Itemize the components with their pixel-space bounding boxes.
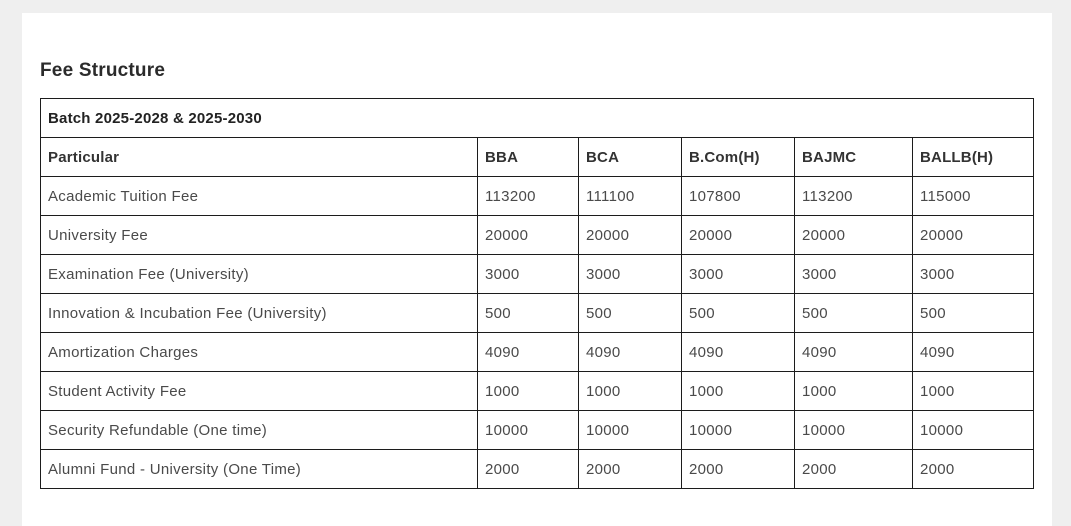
particular-cell: Innovation & Incubation Fee (University) [40,293,478,333]
value-cell: 3000 [477,254,579,294]
page-title: Fee Structure [40,60,166,81]
value-cell: 20000 [794,215,913,255]
value-cell: 4090 [911,332,1035,372]
table-row: Innovation & Incubation Fee (University)… [40,293,1035,333]
value-cell: 20000 [477,215,579,255]
table-row: Academic Tuition Fee 113200 111100 107800 11… [40,176,1035,216]
value-cell: 1000 [794,371,913,411]
particular-cell: Academic Tuition Fee [40,176,478,216]
value-cell: 113200 [794,176,913,216]
value-cell: 500 [681,293,795,333]
table-row: Amortization Charges 4090 4090 4090 4090 4090 [40,332,1035,372]
particular-cell: Security Refundable (One time) [40,410,478,450]
value-cell: 1000 [477,371,579,411]
value-cell: 113200 [477,176,579,216]
table-row: Examination Fee (University) 3000 3000 3000… [40,254,1035,294]
value-cell: 107800 [681,176,795,216]
value-cell: 2000 [794,449,913,489]
value-cell: 3000 [578,254,682,294]
value-cell: 2000 [578,449,682,489]
value-cell: 20000 [911,215,1035,255]
value-cell: 4090 [578,332,682,372]
value-cell: 500 [794,293,913,333]
particular-cell: Examination Fee (University) [40,254,478,294]
table-row: University Fee 20000 20000 20000 20000 20000 [40,215,1035,255]
fee-table-body: Academic Tuition Fee 113200 111100 107800 11… [40,176,1035,489]
value-cell: 10000 [681,410,795,450]
batch-header-row: Batch 2025-2028 & 2025-2030 [39,98,1035,138]
value-cell: 1000 [681,371,795,411]
batch-header-cell: Batch 2025-2028 & 2025-2030 [39,98,1035,138]
value-cell: 3000 [794,254,913,294]
particular-cell: University Fee [40,215,478,255]
value-cell: 500 [911,293,1035,333]
column-header-particular: Particular [40,137,478,177]
column-header-bcomh: B.Com(H) [681,137,795,177]
value-cell: 10000 [477,410,579,450]
value-cell: 500 [578,293,682,333]
value-cell: 3000 [681,254,795,294]
value-cell: 10000 [794,410,913,450]
value-cell: 20000 [578,215,682,255]
value-cell: 2000 [681,449,795,489]
value-cell: 2000 [911,449,1035,489]
value-cell: 2000 [477,449,579,489]
column-header-ballbh: BALLB(H) [911,137,1035,177]
particular-cell: Alumni Fund - University (One Time) [40,449,478,489]
table-row: Student Activity Fee 1000 1000 1000 1000 1000 [40,371,1035,411]
table-row: Security Refundable (One time) 10000 10000… [40,410,1035,450]
column-header-bba: BBA [477,137,579,177]
value-cell: 1000 [578,371,682,411]
column-header-bajmc: BAJMC [794,137,913,177]
fee-structure-table: Batch 2025-2028 & 2025-2030 Particular B… [39,98,1035,489]
value-cell: 3000 [911,254,1035,294]
value-cell: 20000 [681,215,795,255]
value-cell: 4090 [681,332,795,372]
value-cell: 111100 [578,176,682,216]
value-cell: 1000 [911,371,1035,411]
value-cell: 500 [477,293,579,333]
value-cell: 115000 [911,176,1035,216]
column-header-bca: BCA [578,137,682,177]
column-header-row: Particular BBA BCA B.Com(H) BAJMC BALLB(… [40,137,1035,177]
value-cell: 10000 [578,410,682,450]
value-cell: 4090 [794,332,913,372]
value-cell: 10000 [911,410,1035,450]
table-row: Alumni Fund - University (One Time) 2000 2… [40,449,1035,489]
particular-cell: Student Activity Fee [40,371,478,411]
content-panel: Fee Structure Batch 2025-2028 & 2025-203… [22,13,1052,526]
value-cell: 4090 [477,332,579,372]
particular-cell: Amortization Charges [40,332,478,372]
fee-structure-section: Fee Structure Batch 2025-2028 & 2025-203… [22,13,1052,489]
